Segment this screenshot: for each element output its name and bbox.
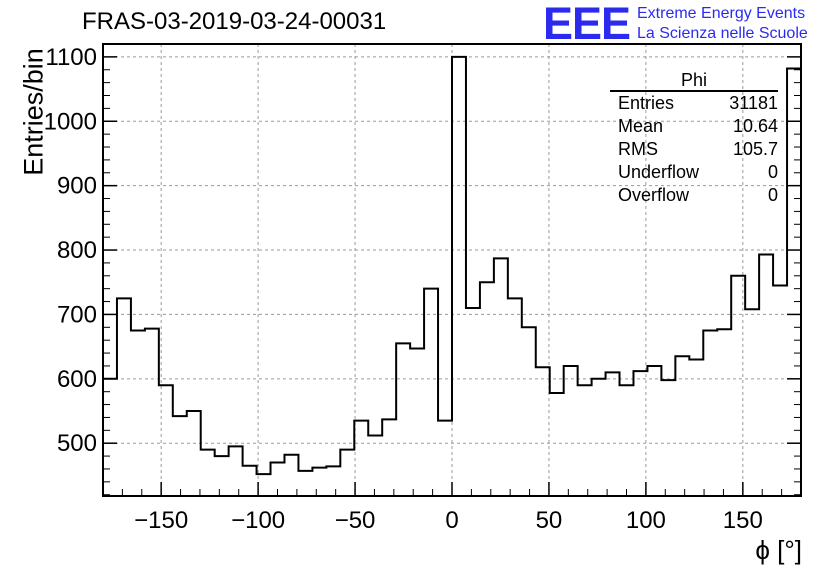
- tick-labels: −150 −100 −50 0 50 100 150 500 600 700 800 900 1000 1…: [44, 44, 763, 534]
- stats-value: 0: [767, 162, 778, 182]
- stats-row-entries: Entries 31181: [610, 92, 778, 115]
- x-tick-label: −50: [335, 507, 376, 534]
- y-tick-label: 500: [57, 430, 97, 457]
- x-axis-label: ϕ [°]: [755, 535, 802, 565]
- stats-label: Underflow: [618, 162, 700, 182]
- stats-row-underflow: Underflow 0: [610, 161, 778, 184]
- logo-line-2: La Scienza nelle Scuole: [637, 25, 808, 42]
- stats-row-mean: Mean 10.64: [610, 115, 778, 138]
- x-tick-label: 150: [723, 507, 763, 534]
- axis-ticks: [102, 43, 802, 496]
- x-tick-label: −100: [231, 507, 285, 534]
- stats-row-overflow: Overflow 0: [610, 184, 778, 207]
- stats-label: RMS: [618, 139, 658, 159]
- logo-line-1: Extreme Energy Events: [637, 5, 806, 22]
- stats-value: 31181: [729, 93, 778, 113]
- eee-logo: EEE: [543, 0, 631, 49]
- x-tick-label: −150: [134, 507, 188, 534]
- stats-label: Entries: [618, 93, 675, 113]
- x-tick-label: 50: [536, 507, 563, 534]
- stats-value: 0: [767, 185, 778, 205]
- histogram-line: [103, 55, 802, 496]
- y-tick-label: 600: [57, 366, 97, 393]
- y-tick-label: 800: [57, 237, 97, 264]
- y-tick-label: 900: [57, 173, 97, 200]
- y-tick-label: 1100: [45, 44, 97, 71]
- y-tick-label: 700: [57, 301, 97, 328]
- stats-box: Phi Entries 31181 Mean 10.64 RMS 105.7 U…: [610, 70, 778, 207]
- plot-title: FRAS-03-2019-03-24-00031: [82, 8, 387, 35]
- y-axis-label: Entries/bin: [18, 48, 49, 176]
- stats-label: Mean: [618, 116, 664, 136]
- stats-value: 105.7: [732, 139, 778, 159]
- stats-value: 10.64: [732, 116, 778, 136]
- y-tick-label: 1000: [44, 108, 97, 135]
- stats-title: Phi: [610, 70, 778, 92]
- stats-row-rms: RMS 105.7: [610, 138, 778, 161]
- stats-label: Overflow: [618, 185, 690, 205]
- x-tick-label: 0: [445, 507, 458, 534]
- x-tick-label: 100: [626, 507, 666, 534]
